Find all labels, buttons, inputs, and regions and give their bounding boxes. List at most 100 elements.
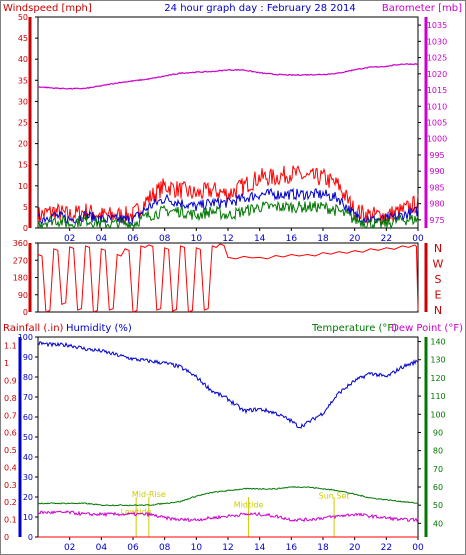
direction-tick-label: 180	[13, 274, 28, 283]
rainfall-tick-label: 0.7	[4, 411, 17, 420]
compass-label: S	[435, 273, 442, 286]
temperature-tick-label: 90	[433, 428, 443, 437]
barometer-tick-label: 995	[429, 151, 444, 160]
wind-average-line	[37, 200, 419, 230]
windspeed-tick-label: 10	[18, 182, 28, 191]
humidity-tick-label: 90	[23, 353, 33, 362]
temperature-line	[37, 486, 419, 507]
direction-tick-label: 360	[13, 239, 28, 248]
weather-x-tick-label: 14	[254, 543, 266, 553]
rainfall-tick-label: 0.5	[4, 446, 17, 455]
wind-x-tick-label: 08	[159, 234, 171, 244]
temperature-axis-label: Temperature (°F)	[311, 323, 397, 334]
temperature-tick-label: 70	[433, 465, 443, 474]
humidity-tick-label: 40	[23, 453, 33, 462]
barometer-line	[37, 63, 419, 90]
humidity-tick-label: 30	[23, 473, 33, 482]
temperature-tick-label: 120	[430, 374, 445, 383]
barometer-tick-label: 1025	[427, 54, 447, 63]
humidity-tick-label: 100	[18, 333, 33, 342]
rainfall-tick-label: 0.8	[4, 394, 17, 403]
humidity-tick-label: 70	[23, 393, 33, 402]
temperature-tick-label: 40	[433, 519, 443, 528]
barometer-axis-label: Barometer [mb]	[382, 3, 462, 14]
wind-x-tick-label: 14	[254, 234, 266, 244]
compass-label: W	[433, 258, 444, 271]
barometer-tick-label: 1035	[427, 21, 447, 30]
wind-x-tick-label: 10	[191, 234, 203, 244]
weather-x-tick-label: 08	[159, 543, 171, 553]
windspeed-tick-label: 20	[18, 140, 28, 149]
rainfall-tick-label: 1	[4, 359, 9, 368]
windspeed-tick-label: 35	[18, 76, 28, 85]
weather-x-tick-label: 10	[191, 543, 203, 553]
barometer-tick-label: 1000	[427, 135, 447, 144]
windspeed-tick-label: 50	[18, 13, 28, 22]
wind-x-tick-label: 12	[222, 234, 233, 244]
rainfall-tick-label: 0.4	[4, 463, 17, 472]
windspeed-tick-label: 30	[18, 97, 28, 106]
annotation-label: Midtide	[234, 500, 264, 509]
dewpoint-line	[37, 510, 419, 523]
weather-x-tick-label: 20	[349, 543, 361, 553]
direction-tick-label: 90	[18, 291, 28, 300]
wind-x-tick-label: 22	[381, 234, 392, 244]
windspeed-tick-label: 45	[18, 34, 28, 43]
humidity-line	[37, 341, 419, 429]
windspeed-tick-label: 40	[18, 55, 28, 64]
weather-x-tick-label: 22	[381, 543, 392, 553]
weather-x-tick-label: 04	[96, 543, 108, 553]
temperature-tick-label: 100	[430, 410, 445, 419]
humidity-tick-label: 10	[23, 513, 33, 522]
direction-panel-frame	[37, 242, 419, 313]
windspeed-tick-label: 0	[23, 224, 28, 233]
compass-label: N	[434, 242, 442, 255]
plot-layer: 0510152025303540455097598098599099510001…	[4, 13, 447, 553]
barometer-tick-label: 1005	[427, 119, 447, 128]
temperature-tick-label: 50	[433, 501, 443, 510]
wind-x-tick-label: 16	[286, 234, 298, 244]
barometer-tick-label: 990	[429, 167, 444, 176]
barometer-tick-label: 1010	[427, 102, 447, 111]
wind-x-tick-label: 20	[349, 234, 361, 244]
annotation-label: Lowtide	[121, 507, 152, 516]
weather-x-tick-label: 18	[317, 543, 329, 553]
temperature-tick-label: 110	[430, 392, 445, 401]
windspeed-tick-label: 25	[18, 119, 28, 128]
compass-label: N	[434, 304, 442, 317]
windspeed-tick-label: 5	[23, 203, 28, 212]
direction-tick-label: 270	[13, 256, 28, 265]
wind-panel-frame	[37, 16, 419, 229]
weather-panel-frame	[37, 336, 419, 538]
wind-direction-line	[37, 243, 419, 313]
humidity-axis-label: Humidity (%)	[66, 323, 132, 334]
annotation-label: Sun Set	[319, 492, 350, 501]
wind-x-tick-label: 18	[317, 234, 329, 244]
compass-label: E	[435, 289, 442, 302]
wind-x-tick-label: 02	[64, 234, 75, 244]
dewpoint-axis-label: Dew Point (°F)	[391, 323, 463, 334]
wind-x-tick-label: 00	[412, 234, 424, 244]
rainfall-axis-label: Rainfall (.in)	[3, 323, 64, 334]
rainfall-tick-label: 0	[4, 533, 9, 542]
wind-x-tick-label: 06	[127, 234, 139, 244]
humidity-tick-label: 80	[23, 373, 33, 382]
rainfall-tick-label: 0.2	[4, 498, 17, 507]
weather-x-tick-label: 16	[286, 543, 298, 553]
barometer-tick-label: 975	[429, 216, 444, 225]
windspeed-axis-label: Windspeed [mph]	[3, 3, 92, 14]
barometer-tick-label: 980	[429, 200, 444, 209]
rainfall-tick-label: 0.3	[4, 481, 17, 490]
humidity-tick-label: 20	[23, 493, 33, 502]
rainfall-tick-label: 0.6	[4, 429, 17, 438]
windspeed-tick-label: 15	[18, 161, 28, 170]
barometer-tick-label: 1020	[427, 70, 447, 79]
graph-title: 24 hour graph day : February 28 2014	[164, 3, 355, 14]
temperature-tick-label: 80	[433, 447, 443, 456]
humidity-tick-label: 0	[28, 533, 33, 542]
temperature-tick-label: 140	[430, 338, 445, 347]
annotation-label: Mid-Rise	[132, 490, 166, 499]
weather-x-tick-label: 02	[64, 543, 75, 553]
